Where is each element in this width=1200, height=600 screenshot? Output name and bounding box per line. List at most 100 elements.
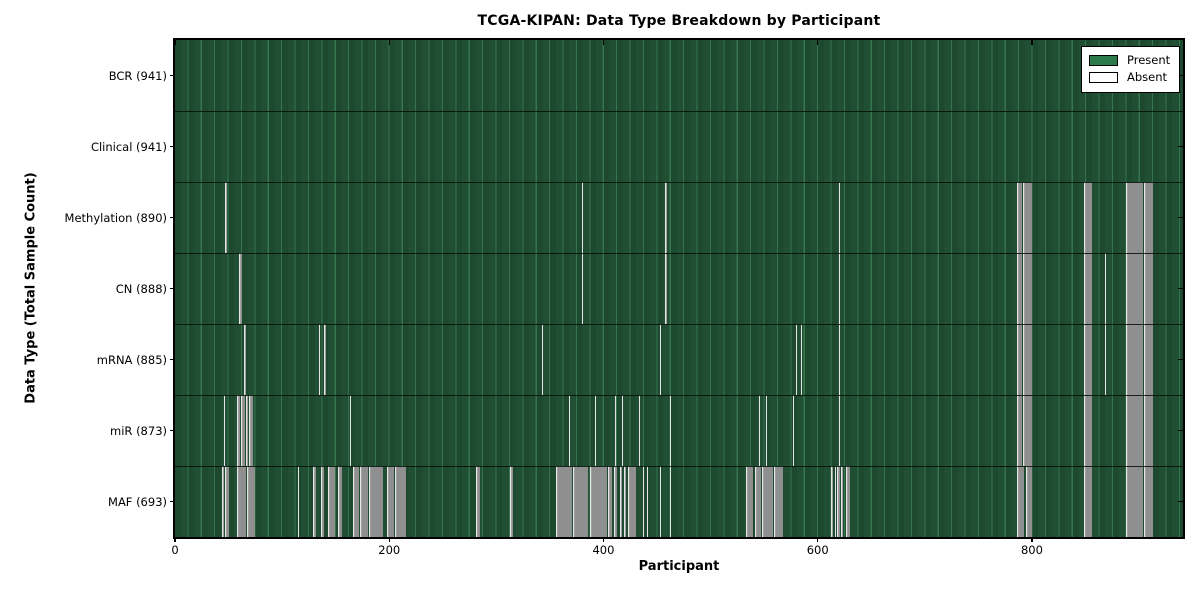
- absent-stripe: [766, 395, 768, 466]
- absent-stripe: [660, 466, 662, 537]
- absent-stripe: [643, 466, 645, 537]
- y-tick-mark-left: [170, 288, 175, 290]
- absent-stripe: [758, 395, 760, 466]
- y-tick-mark-left: [170, 146, 175, 148]
- absent-stripe: [360, 466, 368, 537]
- absent-stripe: [352, 466, 360, 537]
- chart-title: TCGA-KIPAN: Data Type Breakdown by Parti…: [477, 13, 881, 29]
- absent-stripe: [839, 253, 841, 324]
- absent-stripe: [664, 253, 667, 324]
- x-tick-mark-bottom: [174, 537, 176, 542]
- absent-stripe: [1144, 466, 1153, 537]
- x-tick-label: 800: [1020, 543, 1043, 557]
- absent-stripe: [664, 182, 667, 253]
- row-mrna-885: [175, 324, 1183, 395]
- absent-stripe: [619, 466, 622, 537]
- absent-stripe: [1084, 253, 1092, 324]
- absent-stripe: [582, 253, 584, 324]
- y-tick-mark-left: [170, 501, 175, 503]
- absent-stripe: [623, 466, 626, 537]
- absent-stripe: [796, 324, 798, 395]
- x-tick-mark-top: [817, 40, 819, 45]
- absent-stripe: [241, 395, 245, 466]
- absent-stripe: [394, 466, 407, 537]
- absent-stripe: [1126, 253, 1144, 324]
- absent-stripe: [669, 466, 671, 537]
- absent-stripe: [245, 395, 248, 466]
- x-tick-label: 0: [171, 543, 179, 557]
- absent-stripe: [647, 466, 649, 537]
- absent-stripe: [1025, 466, 1032, 537]
- row-separator: [175, 395, 1183, 396]
- x-tick-label: 400: [592, 543, 615, 557]
- absent-stripe: [313, 466, 317, 537]
- x-tick-mark-top: [602, 40, 605, 45]
- absent-stripe: [1016, 324, 1023, 395]
- absent-stripe: [1126, 182, 1144, 253]
- absent-stripe: [237, 466, 246, 537]
- absent-stripe: [773, 466, 784, 537]
- absent-stripe: [1084, 324, 1092, 395]
- y-tick-label: Clinical (941): [90, 139, 167, 154]
- absent-stripe: [510, 466, 514, 537]
- absent-stripe: [754, 466, 761, 537]
- y-tick-label: BCR (941): [108, 68, 167, 83]
- absent-stripe: [845, 466, 850, 537]
- absent-stripe: [660, 324, 662, 395]
- row-separator: [175, 466, 1183, 467]
- absent-stripe: [1144, 395, 1153, 466]
- absent-stripe: [1084, 466, 1092, 537]
- absent-stripe: [669, 395, 671, 466]
- row-maf-693: [175, 466, 1183, 537]
- absent-stripe: [614, 466, 618, 537]
- absent-stripe: [1084, 182, 1092, 253]
- row-separator: [175, 253, 1183, 254]
- present-swatch-icon: [1089, 55, 1118, 66]
- absent-stripe: [569, 395, 571, 466]
- absent-stripe: [225, 466, 229, 537]
- x-tick-label: 200: [378, 543, 401, 557]
- x-tick-mark-top: [1031, 40, 1033, 45]
- row-bcr-941: [175, 40, 1183, 111]
- y-axis-label: Data Type (Total Sample Count): [23, 172, 39, 404]
- absent-stripe: [839, 395, 841, 466]
- absent-stripe: [1104, 324, 1106, 395]
- absent-stripe: [1023, 182, 1032, 253]
- absent-stripe: [1126, 324, 1144, 395]
- absent-stripe: [1084, 395, 1092, 466]
- absent-stripe: [582, 182, 584, 253]
- y-tick-mark-right: [1178, 217, 1183, 219]
- absent-stripe: [1023, 324, 1032, 395]
- absent-stripe: [349, 395, 351, 466]
- absent-stripe: [239, 253, 243, 324]
- row-separator: [175, 111, 1183, 112]
- absent-stripe: [1023, 253, 1032, 324]
- y-tick-mark-left: [170, 75, 175, 77]
- absent-stripe: [248, 395, 254, 466]
- absent-stripe: [841, 466, 844, 537]
- absent-stripe: [328, 466, 335, 537]
- y-tick-label: MAF (693): [108, 494, 167, 509]
- absent-stripe: [1016, 253, 1023, 324]
- y-tick-label: miR (873): [110, 423, 167, 438]
- absent-stripe: [320, 466, 324, 537]
- y-tick-mark-right: [1178, 288, 1183, 290]
- absent-stripe: [830, 466, 833, 537]
- row-cn-888: [175, 253, 1183, 324]
- absent-stripe: [246, 466, 256, 537]
- absent-stripe: [298, 466, 300, 537]
- absent-stripe: [237, 395, 241, 466]
- y-tick-mark-right: [1178, 359, 1183, 361]
- absent-stripe: [542, 324, 544, 395]
- absent-stripe: [1144, 182, 1153, 253]
- plot-frame: [173, 38, 1185, 539]
- absent-stripe: [834, 466, 836, 537]
- absent-stripe: [1126, 395, 1144, 466]
- x-axis-label: Participant: [638, 559, 720, 574]
- absent-stripe: [1016, 182, 1023, 253]
- absent-stripe: [318, 324, 320, 395]
- x-tick-mark-bottom: [1031, 537, 1033, 542]
- legend-absent-label: Absent: [1127, 70, 1168, 84]
- y-tick-mark-right: [1178, 75, 1183, 77]
